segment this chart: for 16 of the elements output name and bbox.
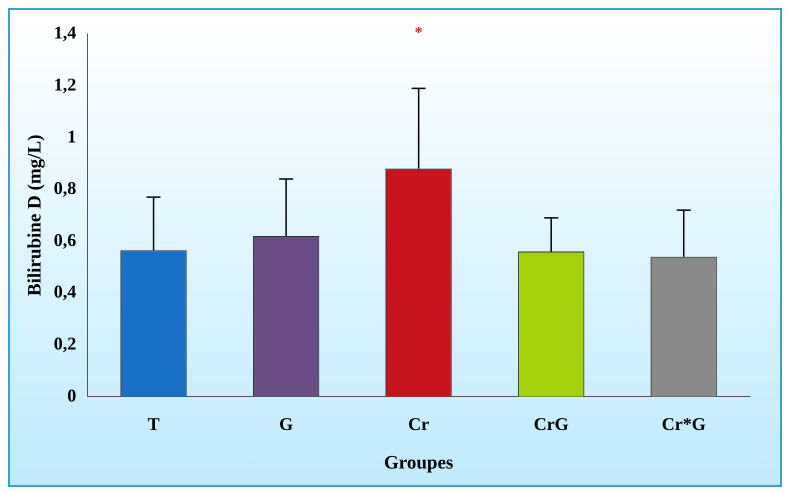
y-tick-label: 0 — [67, 385, 76, 406]
y-tick-label: 0,8 — [54, 178, 76, 198]
x-tick-label: Cr*G — [662, 414, 706, 434]
x-tick-label: G — [279, 414, 294, 434]
y-tick-label: 1,4 — [54, 22, 76, 43]
y-tick-label: 0,4 — [54, 282, 76, 302]
y-axis-title: Bilirubine D (mg/L) — [24, 134, 46, 296]
annotation: * — [414, 24, 423, 42]
y-tick-label: 0,6 — [54, 230, 76, 250]
y-tick-label: 1,2 — [54, 74, 76, 94]
y-tick-label: 1 — [67, 126, 76, 146]
y-tick-label: 0,2 — [54, 333, 76, 354]
x-tick-label: CrG — [534, 414, 569, 434]
x-tick-label: Cr — [408, 414, 430, 434]
x-axis-title: Groupes — [384, 452, 454, 474]
x-tick-label: T — [148, 414, 160, 434]
